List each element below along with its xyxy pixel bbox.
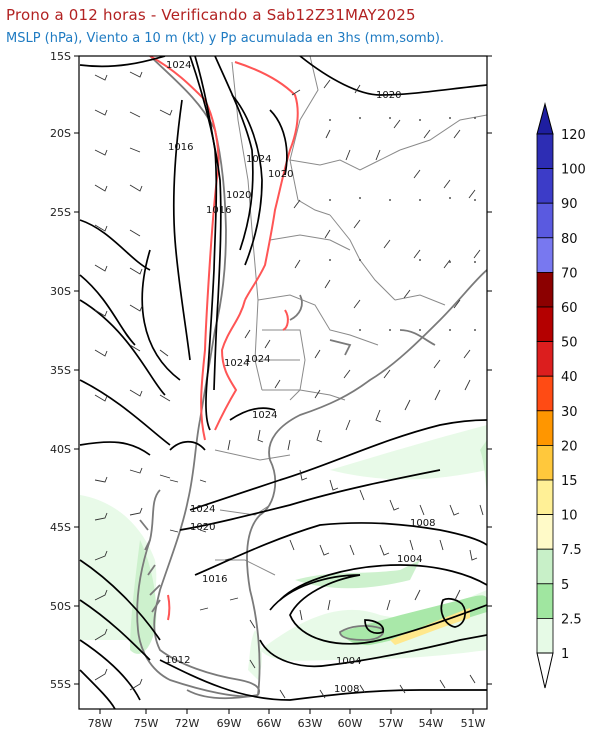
lat-label: 40S [50,443,71,456]
lon-label: 75W [134,717,159,730]
precip-colorbar: 120 100 90 80 70 60 50 40 30 20 15 10 7.5 5 2.5 1 [536,102,586,689]
lat-label: 35S [50,364,71,377]
lat-label: 15S [50,50,71,63]
map-subtitle: MSLP (hPa), Viento a 10 m (kt) y Pp acum… [6,31,445,46]
isobar-label: 1004 [336,656,361,667]
colorbar-label: 100 [561,163,586,178]
lat-label: 45S [50,521,71,534]
precip-shading [80,425,487,680]
isobar-label: 1024 [190,504,215,515]
colorbar-segment [536,444,554,481]
colorbar-label: 15 [561,474,578,489]
isobar-label: 1024 [246,154,271,165]
colorbar-segment [536,375,554,412]
lon-label: 54W [419,717,444,730]
colorbar-label: 2.5 [561,612,582,627]
lat-label: 20S [50,127,71,140]
isobar-label: 1020 [190,522,215,533]
map-title: Prono a 012 horas - Verificando a Sab12Z… [6,6,416,24]
colorbar-segment [536,618,554,654]
colorbar-label: 5 [561,578,569,593]
colorbar-label: 20 [561,439,578,454]
colorbar-segment [536,479,554,515]
colorbar-top-arrow [536,102,554,135]
lat-label: 25S [50,206,71,219]
lon-label: 66W [257,717,282,730]
colorbar-label: 30 [561,405,578,420]
isobar-label: 1024 [245,354,270,365]
latitude-axis: 15S 20S 25S 30S 35S 40S 45S 50S 55S [50,50,492,691]
isobar-label: 1008 [410,518,435,529]
colorbar-segment [536,133,554,169]
wind-barbs [94,71,484,699]
colorbar-label: 50 [561,336,578,351]
colorbar-segment [536,514,554,550]
colorbar-segment [536,548,554,585]
colorbar-segment [536,237,554,273]
colorbar-label: 40 [561,370,578,385]
lon-label: 78W [88,717,113,730]
colorbar-segment [536,306,554,342]
isobar-label: 1016 [168,142,193,153]
lon-label: 57W [379,717,404,730]
colorbar-label: 70 [561,266,578,281]
isobar-label: 1024 [224,358,249,369]
lat-label: 30S [50,285,71,298]
colorbar-segment [536,202,554,239]
lon-label: 51W [461,717,486,730]
isobar-label: 1004 [397,554,422,565]
lon-label: 69W [217,717,242,730]
isobar-label: 1008 [334,684,359,695]
colorbar-segment [536,341,554,377]
colorbar-segment [536,168,554,204]
colorbar-label: 120 [561,128,586,143]
colorbar-label: 7.5 [561,543,582,558]
colorbar-label: 1 [561,647,569,662]
wind-dots [329,117,476,331]
isobar-label: 1024 [252,410,277,421]
colorbar-segment [536,271,554,308]
coastline [136,56,487,700]
lat-label: 55S [50,678,71,691]
isobar-labels: 1024 1016 1024 1020 1020 1020 1016 1024 … [165,60,435,695]
colorbar-segment [536,583,554,619]
map-layers: 1024 1016 1024 1020 1020 1020 1016 1024 … [79,56,487,709]
colorbar-label: 90 [561,197,578,212]
isobar-label: 1024 [166,60,191,71]
isobar-label: 1020 [376,90,401,101]
isobar-label: 1020 [226,190,251,201]
plot-frame [78,55,488,710]
colorbar-label: 80 [561,232,578,247]
isobars [79,56,487,709]
political-borders [214,56,487,576]
colorbar-label: 60 [561,301,578,316]
isobar-label: 1020 [268,169,293,180]
isobar-label: 1012 [165,655,190,666]
terrain-contour [149,56,299,621]
colorbar-segment [536,410,554,446]
colorbar-bottom-arrow [536,652,554,689]
lon-label: 63W [298,717,323,730]
longitude-axis: 78W 75W 72W 69W 66W 63W 60W 57W 54W 51W [88,709,486,730]
isobar-label: 1016 [206,205,231,216]
lat-label: 50S [50,600,71,613]
colorbar-label: 10 [561,509,578,524]
lon-label: 72W [175,717,200,730]
isobar-label: 1016 [202,574,227,585]
lon-label: 60W [338,717,363,730]
